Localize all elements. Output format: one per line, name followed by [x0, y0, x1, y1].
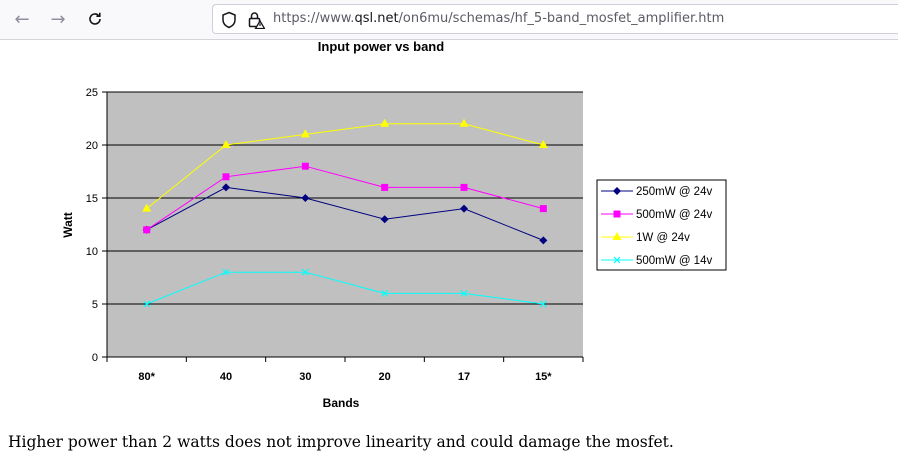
reload-button[interactable] [80, 4, 110, 34]
back-button[interactable]: ← [7, 4, 37, 34]
address-bar[interactable]: https://www.qsl.net/on6mu/schemas/hf_5-b… [212, 4, 898, 34]
data-point [142, 203, 152, 212]
data-point [222, 268, 230, 276]
data-point [460, 183, 468, 191]
data-point [460, 289, 468, 297]
url-text: https://www.qsl.net/on6mu/schemas/hf_5-b… [273, 11, 724, 26]
x-tick-label: 30 [299, 371, 311, 383]
y-tick-label: 15 [86, 193, 98, 205]
chart-container: Input power vs band 0 5 10 15 20 25 80* 40 30 20 17… [0, 39, 898, 425]
y-axis-label: Watt [61, 212, 75, 238]
data-point [222, 173, 230, 181]
data-point [539, 236, 548, 245]
legend-marker [613, 210, 621, 218]
legend-label: 250mW @ 24v [636, 186, 712, 198]
y-tick-label: 0 [92, 352, 98, 364]
legend-box [596, 179, 727, 271]
chart-title: Input power vs band [318, 39, 444, 54]
x-axis-label: Bands [323, 396, 360, 410]
x-tick-label: 15* [535, 371, 552, 383]
y-tick-label: 5 [92, 299, 98, 311]
y-tick-label: 20 [86, 140, 98, 152]
data-point [143, 300, 151, 308]
arrow-right-icon: → [50, 8, 66, 30]
data-point [301, 162, 309, 170]
power-band-chart: Input power vs band 0 5 10 15 20 25 80* 40 30 20 17… [61, 39, 727, 410]
lock-warning-icon [248, 12, 265, 29]
data-point [539, 300, 547, 308]
legend-label: 500mW @ 14v [636, 255, 712, 267]
series-line-3 [146, 123, 544, 209]
url-host: qsl.net [354, 11, 399, 26]
data-point [221, 140, 231, 148]
url-prefix: https://www. [273, 11, 355, 26]
caption-text: Higher power than 2 watts does not impro… [8, 433, 674, 451]
browser-toolbar: ← → https://www.qsl.net/on6mu/schemas/hf… [0, 0, 898, 40]
forward-button[interactable]: → [43, 4, 73, 34]
legend-marker [613, 187, 621, 195]
data-point [301, 194, 310, 202]
data-point [539, 205, 547, 213]
shield-icon [222, 11, 236, 29]
x-tick-label: 20 [379, 371, 391, 383]
plot-area [107, 92, 583, 357]
data-point [538, 140, 548, 148]
legend-label: 500mW @ 24v [636, 209, 712, 221]
series-line-4 [146, 271, 544, 305]
reload-icon [89, 12, 101, 25]
legend-marker [612, 232, 622, 240]
series-line-1 [146, 186, 544, 241]
url-path: /on6mu/schemas/hf_5-band_mosfet_amplifie… [398, 11, 725, 26]
legend-label: 1W @ 24v [636, 232, 690, 244]
y-tick-label: 25 [86, 87, 98, 99]
series-line-2 [146, 165, 544, 231]
legend-marker [613, 256, 621, 264]
arrow-left-icon: ← [14, 8, 30, 30]
data-point [381, 289, 389, 297]
data-point [380, 215, 389, 224]
data-point [143, 226, 151, 234]
data-point [459, 118, 469, 127]
data-point [380, 118, 390, 127]
data-point [460, 204, 468, 213]
data-point [301, 268, 309, 276]
x-tick-label: 17 [458, 371, 470, 383]
y-tick-label: 10 [86, 246, 98, 258]
data-point [300, 129, 310, 138]
data-point [381, 183, 389, 191]
x-tick-label: 80* [138, 371, 155, 383]
data-point [222, 183, 230, 192]
x-tick-label: 40 [220, 371, 232, 383]
